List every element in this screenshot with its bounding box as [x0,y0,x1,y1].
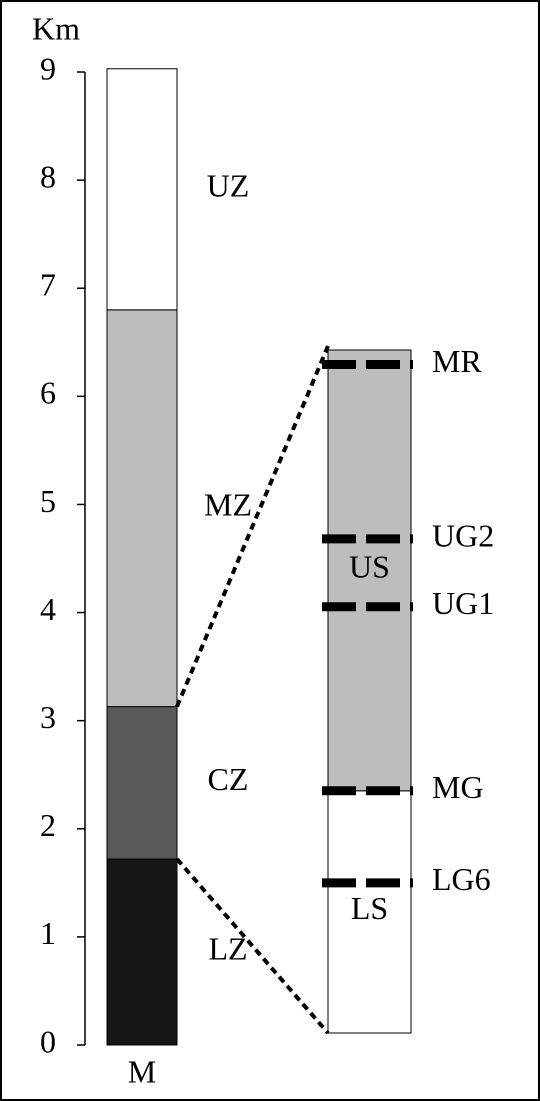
zone-label: LZ [208,930,247,966]
layer-label: LG6 [432,861,491,897]
zone-label: UZ [207,168,250,204]
zone [106,68,178,311]
zone [106,309,178,708]
y-tick-label: 9 [40,50,56,86]
connector [175,857,330,1035]
subzone [327,349,412,792]
y-tick-label: 1 [40,915,56,951]
y-tick-label: 4 [40,591,56,627]
y-tick-label: 7 [40,267,56,303]
y-tick-label: 0 [40,1023,56,1059]
axis-label: Km [32,10,80,46]
zone [106,706,178,860]
layer-label: UG1 [432,585,494,621]
subzone-label: US [349,549,390,585]
layer-label: MR [432,343,482,379]
y-tick-label: 6 [40,375,56,411]
connector [175,345,330,708]
zone [106,858,178,1046]
y-tick-label: 5 [40,483,56,519]
subzone [327,790,412,1034]
layer-label: UG2 [432,517,494,553]
layer-label: MG [432,769,484,805]
y-tick-label: 2 [40,807,56,843]
y-tick-label: 3 [40,699,56,735]
zone-label: MZ [204,487,252,523]
subzone-label: LS [351,890,388,926]
y-tick-label: 8 [40,158,56,194]
zone-label: CZ [208,761,249,797]
column-label: M [128,1053,156,1089]
